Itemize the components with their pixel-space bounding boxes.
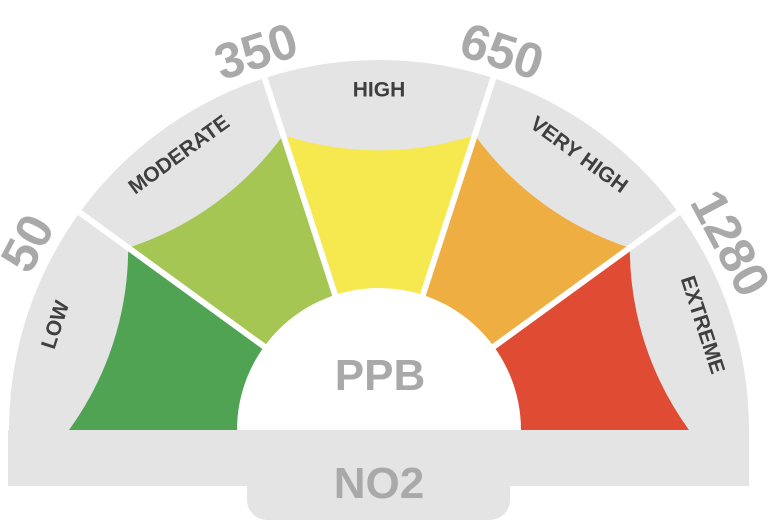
gauge-separator (490, 208, 682, 351)
gauge-segment-high (283, 135, 475, 302)
segment-label-high: HIGH (353, 79, 406, 102)
gauge-segment-low (69, 247, 265, 430)
gauge-segment-very-high (422, 135, 630, 347)
pollutant-label: NO2 (334, 459, 424, 508)
gauge-segment-extreme (493, 247, 689, 430)
gauge-separators (76, 75, 682, 351)
gauge-separator (261, 75, 339, 298)
gauge-inner-circle (237, 288, 521, 430)
gauge-separator (419, 75, 497, 298)
unit-label: PPB (335, 351, 425, 400)
gauge-segment-moderate (128, 135, 336, 347)
gauge-base-tab (247, 430, 510, 520)
gauge-separator (76, 208, 268, 351)
gauge-segments (69, 135, 689, 430)
